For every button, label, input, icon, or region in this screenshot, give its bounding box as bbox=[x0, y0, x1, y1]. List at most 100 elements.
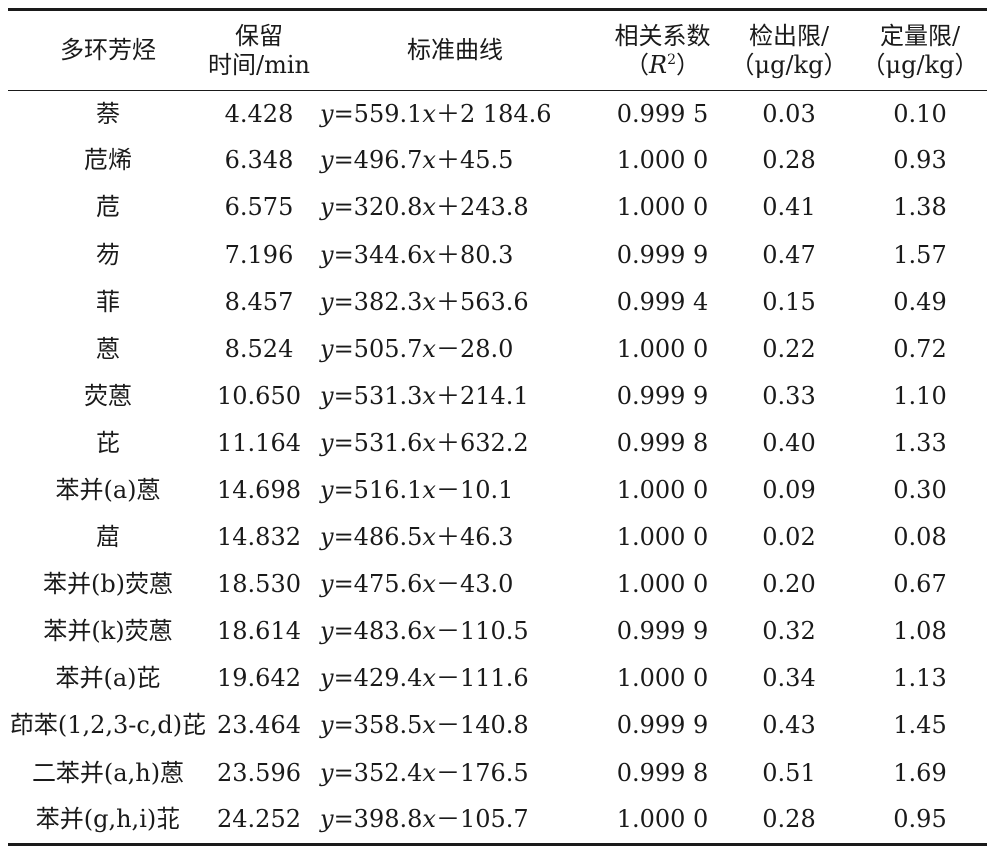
eq-x-var: x bbox=[422, 523, 436, 552]
cell-standard-curve: y=429.4x－111.6 bbox=[320, 664, 529, 693]
eq-sign: － bbox=[435, 711, 460, 740]
cell-retention-time: 18.530 bbox=[217, 570, 301, 599]
eq-intercept: 80.3 bbox=[459, 240, 514, 269]
eq-intercept: 243.8 bbox=[459, 193, 529, 222]
cell-lod: 0.28 bbox=[762, 146, 816, 175]
pah-calibration-table: 多环芳烃 保留 时间/min 标准曲线 相关系数 （R2） 检出限/ （μg/k… bbox=[8, 8, 987, 846]
header-rt-line1: 保留 bbox=[235, 21, 283, 50]
eq-slope: 320.8 bbox=[353, 193, 423, 222]
eq-slope: 531.3 bbox=[353, 381, 423, 410]
eq-y-var: y bbox=[320, 334, 334, 363]
header-r-symbol: R bbox=[649, 50, 668, 79]
eq-intercept: 105.7 bbox=[459, 804, 529, 833]
cell-correlation: 0.999 9 bbox=[616, 617, 709, 646]
eq-y-var: y bbox=[320, 146, 334, 175]
header-r-close: ） bbox=[676, 50, 700, 79]
eq-slope: 505.7 bbox=[353, 334, 423, 363]
cell-retention-time: 14.832 bbox=[217, 523, 301, 552]
eq-slope: 559.1 bbox=[353, 99, 423, 128]
table-row: 苯并(a)蒽 14.698 y=516.1x－10.1 1.000 0 0.09 0.30 bbox=[8, 467, 987, 514]
cell-retention-time: 6.575 bbox=[224, 193, 294, 222]
table-row: 萘 4.428 y=559.1x＋2 184.6 0.999 5 0.03 0.10 bbox=[8, 91, 987, 138]
cell-correlation: 0.999 5 bbox=[616, 99, 709, 128]
eq-intercept: 28.0 bbox=[459, 334, 514, 363]
eq-x-var: x bbox=[422, 758, 436, 787]
table-row: 芘 11.164 y=531.6x＋632.2 0.999 8 0.40 1.33 bbox=[8, 420, 987, 467]
eq-y-var: y bbox=[320, 381, 334, 410]
table-row: 苯并(k)荧蒽 18.614 y=483.6x－110.5 0.999 9 0.32 1.… bbox=[8, 609, 987, 656]
eq-x-var: x bbox=[422, 193, 436, 222]
cell-retention-time: 23.464 bbox=[217, 711, 301, 740]
cell-pah-name: 苯并(a)蒽 bbox=[55, 476, 161, 504]
cell-lod: 0.20 bbox=[762, 570, 816, 599]
cell-correlation: 0.999 8 bbox=[616, 428, 709, 457]
eq-intercept: 176.5 bbox=[459, 758, 529, 787]
eq-slope: 516.1 bbox=[353, 476, 423, 504]
cell-lod: 0.09 bbox=[762, 476, 816, 504]
table-row: 二苯并(a,h)蒽 23.596 y=352.4x－176.5 0.999 8 0.51… bbox=[8, 750, 987, 797]
cell-loq: 0.72 bbox=[893, 334, 947, 363]
header-lod-line2: （μg/kg） bbox=[730, 50, 848, 79]
cell-retention-time: 10.650 bbox=[217, 381, 301, 410]
eq-slope: 483.6 bbox=[353, 617, 423, 646]
eq-intercept: 111.6 bbox=[459, 664, 529, 693]
cell-correlation: 0.999 9 bbox=[616, 711, 709, 740]
eq-slope: 344.6 bbox=[353, 240, 423, 269]
eq-sign: ＋ bbox=[435, 287, 460, 316]
cell-loq: 0.49 bbox=[893, 287, 947, 316]
cell-pah-name: 芘 bbox=[96, 428, 120, 457]
eq-y-var: y bbox=[320, 476, 334, 504]
table-row: 蒽 8.524 y=505.7x－28.0 1.000 0 0.22 0.72 bbox=[8, 326, 987, 373]
header-r-line1: 相关系数 bbox=[614, 21, 711, 50]
cell-standard-curve: y=531.3x＋214.1 bbox=[320, 381, 529, 410]
eq-intercept: 43.0 bbox=[459, 570, 514, 599]
cell-correlation: 0.999 8 bbox=[616, 758, 709, 787]
eq-slope: 358.5 bbox=[353, 711, 423, 740]
eq-intercept: 214.1 bbox=[459, 381, 529, 410]
eq-y-var: y bbox=[320, 804, 334, 833]
cell-loq: 1.13 bbox=[893, 664, 947, 693]
eq-intercept: 110.5 bbox=[459, 617, 529, 646]
eq-sign: ＋ bbox=[435, 146, 460, 175]
cell-standard-curve: y=505.7x－28.0 bbox=[320, 334, 514, 363]
header-standard-curve: 标准曲线 bbox=[310, 8, 600, 91]
header-correlation: 相关系数 （R2） bbox=[600, 8, 725, 91]
eq-x-var: x bbox=[422, 476, 436, 504]
header-rt-line2: 时间/min bbox=[208, 50, 310, 79]
eq-slope: 475.6 bbox=[353, 570, 423, 599]
cell-lod: 0.03 bbox=[762, 99, 816, 128]
header-loq: 定量限/ （μg/kg） bbox=[853, 8, 987, 91]
cell-pah-name: 苯并(a)芘 bbox=[55, 664, 161, 693]
cell-loq: 0.93 bbox=[893, 146, 947, 175]
eq-x-var: x bbox=[422, 381, 436, 410]
eq-sign: － bbox=[435, 664, 460, 693]
eq-x-var: x bbox=[422, 334, 436, 363]
eq-x-var: x bbox=[422, 617, 436, 646]
cell-loq: 0.10 bbox=[893, 99, 947, 128]
header-pah-label: 多环芳烃 bbox=[60, 36, 156, 65]
cell-pah-name: 茚苯(1,2,3-c,d)芘 bbox=[9, 711, 207, 740]
table-row: 苯并(g,h,i)苝 24.252 y=398.8x－105.7 1.000 0 0.2… bbox=[8, 796, 987, 846]
table-row: 䓛 14.832 y=486.5x＋46.3 1.000 0 0.02 0.08 bbox=[8, 514, 987, 561]
cell-lod: 0.43 bbox=[762, 711, 816, 740]
eq-slope: 496.7 bbox=[353, 146, 423, 175]
cell-loq: 1.45 bbox=[893, 711, 947, 740]
cell-pah-name: 蒽 bbox=[96, 334, 120, 363]
cell-loq: 1.38 bbox=[893, 193, 947, 222]
table-row: 茚苯(1,2,3-c,d)芘 23.464 y=358.5x－140.8 0.999 … bbox=[8, 703, 987, 750]
eq-sign: ＋ bbox=[435, 99, 460, 128]
cell-standard-curve: y=352.4x－176.5 bbox=[320, 758, 529, 787]
cell-standard-curve: y=358.5x－140.8 bbox=[320, 711, 529, 740]
eq-x-var: x bbox=[422, 146, 436, 175]
cell-standard-curve: y=496.7x＋45.5 bbox=[320, 146, 514, 175]
table-header: 多环芳烃 保留 时间/min 标准曲线 相关系数 （R2） 检出限/ （μg/k… bbox=[8, 8, 987, 91]
cell-pah-name: 荧蒽 bbox=[84, 381, 132, 410]
cell-pah-name: 苊烯 bbox=[84, 146, 132, 175]
cell-pah-name: 苊 bbox=[96, 193, 120, 222]
eq-y-var: y bbox=[320, 570, 334, 599]
eq-intercept: 45.5 bbox=[459, 146, 514, 175]
cell-correlation: 1.000 0 bbox=[616, 334, 709, 363]
cell-retention-time: 7.196 bbox=[224, 240, 294, 269]
eq-intercept: 632.2 bbox=[459, 428, 529, 457]
